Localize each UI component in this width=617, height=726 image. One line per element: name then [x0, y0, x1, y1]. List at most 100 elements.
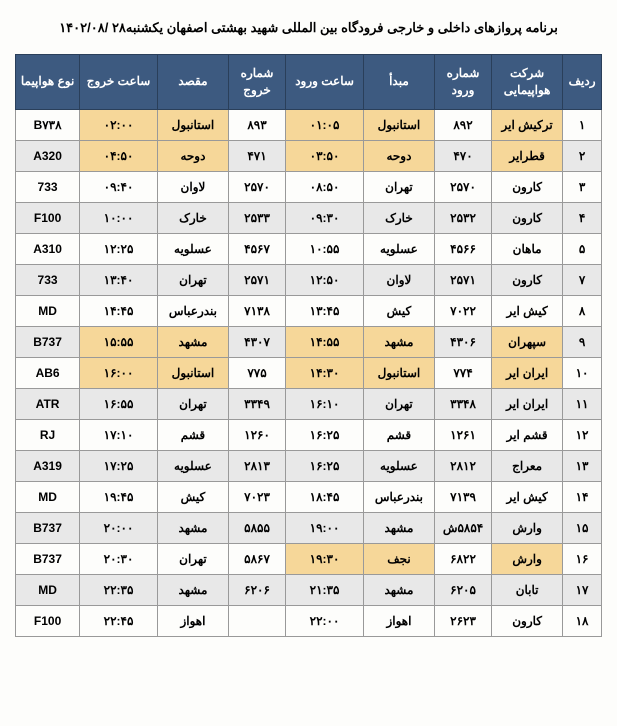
airline-name: تابان	[492, 574, 563, 605]
row-index: ۱۳	[563, 450, 602, 481]
origin: عسلویه	[363, 450, 434, 481]
departure-time: ۲۲:۴۵	[80, 605, 158, 636]
aircraft-type: B737	[16, 326, 80, 357]
arrival-number: ۲۵۷۱	[434, 264, 491, 295]
destination: تهران	[157, 388, 228, 419]
destination: مشهد	[157, 326, 228, 357]
departure-time: ۰۲:۰۰	[80, 109, 158, 140]
departure-number: ۴۷۱	[228, 140, 285, 171]
airline-name: معراج	[492, 450, 563, 481]
arrival-number: ۲۸۱۲	[434, 450, 491, 481]
departure-number: ۲۵۷۰	[228, 171, 285, 202]
departure-time: ۰۴:۵۰	[80, 140, 158, 171]
destination: مشهد	[157, 512, 228, 543]
aircraft-type: MD	[16, 481, 80, 512]
airline-name: کارون	[492, 202, 563, 233]
arrival-number: ۷۰۲۲	[434, 295, 491, 326]
arrival-number: ۲۵۳۲	[434, 202, 491, 233]
airline-name: کارون	[492, 171, 563, 202]
aircraft-type: RJ	[16, 419, 80, 450]
origin: دوحه	[363, 140, 434, 171]
departure-number: ۵۸۵۵	[228, 512, 285, 543]
row-index: ۷	[563, 264, 602, 295]
origin: تهران	[363, 388, 434, 419]
arrival-number: ۵۸۵۴ش	[434, 512, 491, 543]
destination: مشهد	[157, 574, 228, 605]
airline-name: کیش ایر	[492, 481, 563, 512]
arrival-number: ۸۹۲	[434, 109, 491, 140]
table-row: ۱۱ایران ایر۳۳۴۸تهران۱۶:۱۰۳۳۴۹تهران۱۶:۵۵A…	[16, 388, 602, 419]
airline-name: قطرایر	[492, 140, 563, 171]
table-row: ۵ماهان۴۵۶۶عسلویه۱۰:۵۵۴۵۶۷عسلویه۱۲:۲۵A310	[16, 233, 602, 264]
arrival-time: ۲۱:۳۵	[286, 574, 364, 605]
row-index: ۸	[563, 295, 602, 326]
table-row: ۲قطرایر۴۷۰دوحه۰۳:۵۰۴۷۱دوحه۰۴:۵۰A320	[16, 140, 602, 171]
airline-name: وارش	[492, 512, 563, 543]
table-row: ۱۷تابان۶۲۰۵مشهد۲۱:۳۵۶۲۰۶مشهد۲۲:۳۵MD	[16, 574, 602, 605]
arrival-time: ۰۸:۵۰	[286, 171, 364, 202]
destination: استانبول	[157, 109, 228, 140]
table-row: ۱ترکیش ایر۸۹۲استانبول۰۱:۰۵۸۹۳استانبول۰۲:…	[16, 109, 602, 140]
col-origin: مبدأ	[363, 55, 434, 110]
destination: خارک	[157, 202, 228, 233]
row-index: ۴	[563, 202, 602, 233]
arrival-number: ۴۳۰۶	[434, 326, 491, 357]
row-index: ۱۴	[563, 481, 602, 512]
table-row: ۷کارون۲۵۷۱لاوان۱۲:۵۰۲۵۷۱تهران۱۳:۴۰733	[16, 264, 602, 295]
destination: عسلویه	[157, 450, 228, 481]
col-aircraft-type: نوع هواپیما	[16, 55, 80, 110]
col-arrival-time: ساعت ورود	[286, 55, 364, 110]
arrival-time: ۱۴:۵۵	[286, 326, 364, 357]
departure-time: ۲۰:۰۰	[80, 512, 158, 543]
arrival-number: ۳۳۴۸	[434, 388, 491, 419]
destination: کیش	[157, 481, 228, 512]
airline-name: سپهران	[492, 326, 563, 357]
destination: تهران	[157, 543, 228, 574]
col-departure-time: ساعت خروج	[80, 55, 158, 110]
departure-time: ۲۲:۳۵	[80, 574, 158, 605]
aircraft-type: MD	[16, 295, 80, 326]
departure-number: ۱۲۶۰	[228, 419, 285, 450]
arrival-time: ۰۹:۳۰	[286, 202, 364, 233]
airline-name: کارون	[492, 264, 563, 295]
arrival-time: ۱۹:۳۰	[286, 543, 364, 574]
table-row: ۱۰ایران ایر۷۷۴استانبول۱۴:۳۰۷۷۵استانبول۱۶…	[16, 357, 602, 388]
origin: نجف	[363, 543, 434, 574]
departure-number	[228, 605, 285, 636]
departure-number: ۶۲۰۶	[228, 574, 285, 605]
row-index: ۱۶	[563, 543, 602, 574]
arrival-number: ۴۷۰	[434, 140, 491, 171]
col-arrival-no: شماره ورود	[434, 55, 491, 110]
arrival-time: ۱۰:۵۵	[286, 233, 364, 264]
table-row: ۱۸کارون۲۶۲۳اهواز۲۲:۰۰اهواز۲۲:۴۵F100	[16, 605, 602, 636]
departure-time: ۱۶:۰۰	[80, 357, 158, 388]
arrival-number: ۲۵۷۰	[434, 171, 491, 202]
departure-time: ۱۹:۴۵	[80, 481, 158, 512]
aircraft-type: 733	[16, 171, 80, 202]
departure-number: ۳۳۴۹	[228, 388, 285, 419]
destination: دوحه	[157, 140, 228, 171]
col-destination: مقصد	[157, 55, 228, 110]
table-row: ۱۴کیش ایر۷۱۳۹بندرعباس۱۸:۴۵۷۰۲۳کیش۱۹:۴۵MD	[16, 481, 602, 512]
table-row: ۴کارون۲۵۳۲خارک۰۹:۳۰۲۵۳۳خارک۱۰:۰۰F100	[16, 202, 602, 233]
aircraft-type: A320	[16, 140, 80, 171]
origin: خارک	[363, 202, 434, 233]
airline-name: ترکیش ایر	[492, 109, 563, 140]
row-index: ۱۷	[563, 574, 602, 605]
row-index: ۱۲	[563, 419, 602, 450]
aircraft-type: A319	[16, 450, 80, 481]
arrival-number: ۱۲۶۱	[434, 419, 491, 450]
row-index: ۱۵	[563, 512, 602, 543]
aircraft-type: B۷۳۸	[16, 109, 80, 140]
arrival-number: ۶۸۲۲	[434, 543, 491, 574]
airline-name: ایران ایر	[492, 388, 563, 419]
arrival-number: ۷۱۳۹	[434, 481, 491, 512]
aircraft-type: A310	[16, 233, 80, 264]
origin: عسلویه	[363, 233, 434, 264]
departure-number: ۲۸۱۳	[228, 450, 285, 481]
table-header-row: ردیف شرکت هواپیمایی شماره ورود مبدأ ساعت…	[16, 55, 602, 110]
aircraft-type: F100	[16, 202, 80, 233]
aircraft-type: AB6	[16, 357, 80, 388]
departure-time: ۱۰:۰۰	[80, 202, 158, 233]
departure-number: ۴۳۰۷	[228, 326, 285, 357]
